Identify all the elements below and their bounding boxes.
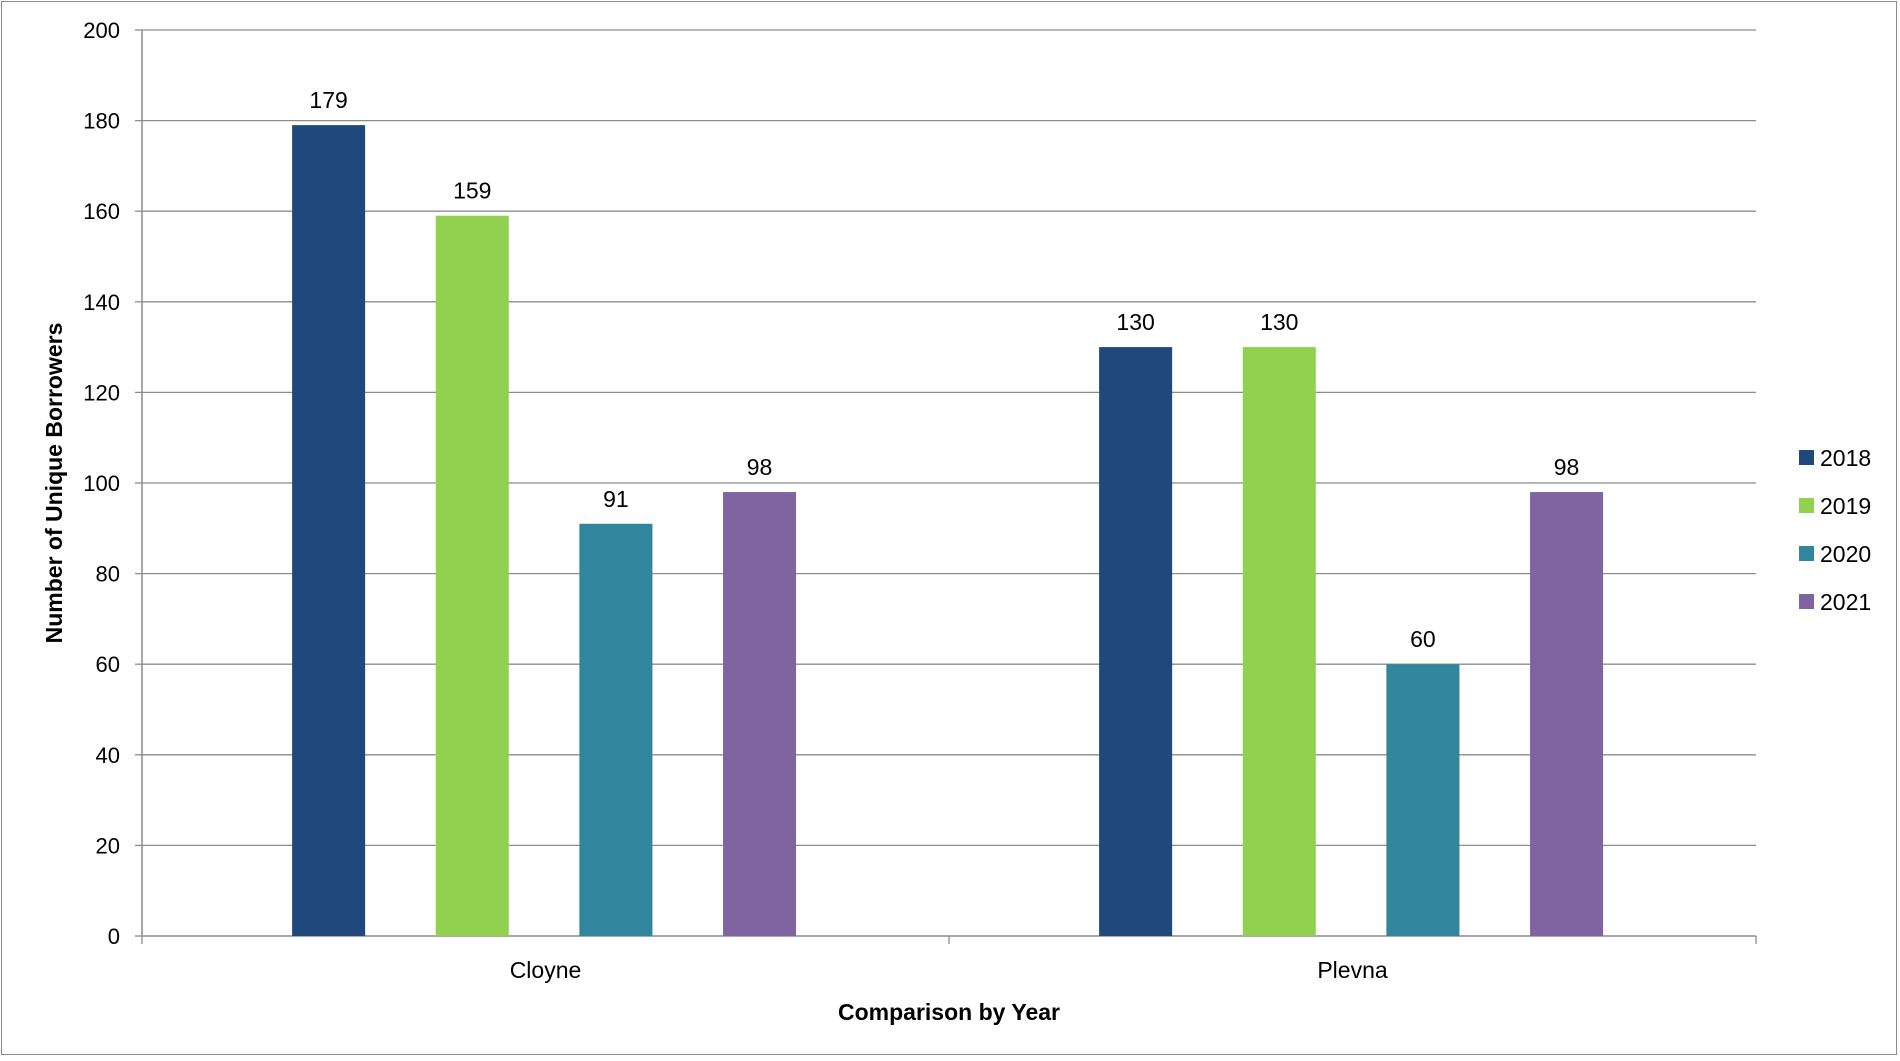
y-axis-title: Number of Unique Borrowers: [41, 323, 67, 644]
data-label: 130: [1260, 309, 1298, 335]
bar-2018-plevna: [1099, 347, 1173, 937]
legend-label-2018: 2018: [1820, 445, 1871, 471]
x-axis-title: Comparison by Year: [838, 999, 1060, 1025]
data-label: 130: [1116, 309, 1154, 335]
gridlines: [142, 29, 1756, 847]
y-tick-label: 160: [83, 199, 120, 224]
bar-2021-cloyne: [723, 492, 797, 936]
legend-swatch-2020: [1799, 546, 1814, 561]
legend-swatch-2021: [1799, 594, 1814, 609]
bar-2018-cloyne: [292, 125, 366, 936]
data-labels: 179 159 91 98 130 130 60 98: [309, 87, 1579, 652]
y-tick-label: 180: [83, 109, 120, 134]
bar-2021-plevna: [1530, 492, 1604, 936]
legend-swatch-2018: [1799, 450, 1814, 465]
legend-label-2021: 2021: [1820, 589, 1871, 615]
y-tick-label: 120: [83, 380, 120, 405]
data-label: 60: [1410, 626, 1436, 652]
y-tick-label: 80: [96, 562, 120, 587]
data-label: 159: [453, 178, 491, 204]
y-tick-label: 140: [83, 290, 120, 315]
legend-swatch-2019: [1799, 498, 1814, 513]
data-label: 98: [1554, 454, 1580, 480]
bar-2019-plevna: [1242, 347, 1316, 937]
y-tick-label: 200: [83, 18, 120, 43]
x-category-label: Cloyne: [510, 957, 582, 983]
bar-2020-cloyne: [579, 523, 653, 936]
y-tick-label: 40: [96, 743, 120, 768]
legend-label-2019: 2019: [1820, 493, 1871, 519]
y-tick-label: 60: [96, 652, 120, 677]
legend: 2018 2019 2020 2021: [1799, 445, 1871, 615]
bars: [292, 125, 1604, 937]
data-label: 98: [747, 454, 773, 480]
y-tick-label: 100: [83, 471, 120, 496]
data-label: 91: [603, 486, 629, 512]
bar-2020-plevna: [1386, 664, 1460, 936]
bar-2019-cloyne: [435, 215, 509, 937]
legend-label-2020: 2020: [1820, 541, 1871, 567]
axes: 0 20 40 60 80 100 120 140 160 180 200 Cloyne Plevna: [83, 18, 1757, 983]
data-label: 179: [309, 87, 347, 113]
x-category-label: Plevna: [1317, 957, 1388, 983]
y-tick-label: 0: [108, 924, 120, 949]
y-tick-label: 20: [96, 833, 120, 858]
